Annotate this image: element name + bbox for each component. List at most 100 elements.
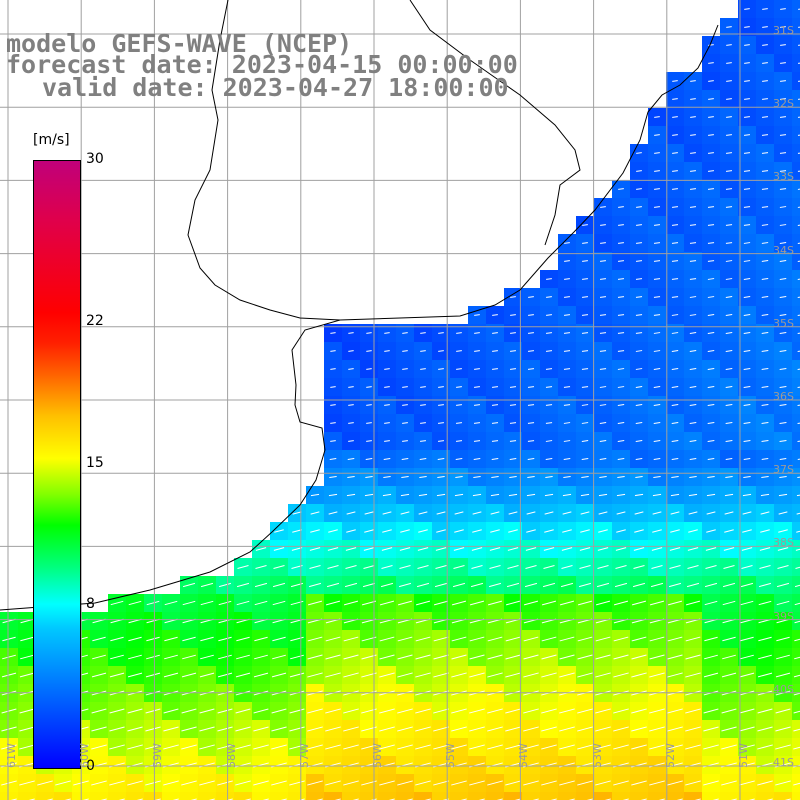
wind-arrow	[563, 332, 571, 334]
wind-arrow	[797, 404, 800, 406]
wind-arrow	[685, 726, 701, 732]
wind-arrow	[636, 206, 642, 208]
wind-arrow	[271, 780, 287, 786]
wind-arrow	[487, 744, 503, 750]
wind-arrow	[289, 744, 305, 750]
wind-arrow	[325, 600, 341, 606]
wind-arrow	[743, 188, 751, 190]
wind-arrow	[543, 565, 555, 569]
field-cell	[792, 720, 800, 739]
wind-arrow	[343, 708, 359, 714]
field-cell	[792, 90, 800, 109]
wind-arrow	[795, 566, 800, 569]
wind-arrow	[541, 636, 557, 642]
wind-arrow	[402, 404, 408, 406]
wind-arrow	[777, 547, 789, 551]
wind-arrow	[758, 582, 772, 588]
wind-arrow	[726, 116, 732, 118]
wind-arrow	[419, 475, 427, 479]
wind-arrow	[163, 708, 179, 714]
wind-arrow	[617, 458, 625, 460]
wind-arrow	[545, 422, 553, 424]
wind-arrow	[689, 296, 697, 298]
wind-arrow	[438, 350, 444, 352]
wind-arrow	[471, 565, 483, 569]
wind-arrow	[492, 368, 498, 370]
wind-arrow	[346, 493, 356, 497]
wind-arrow	[470, 582, 484, 588]
wind-arrow	[307, 744, 323, 750]
wind-arrow	[492, 314, 498, 316]
wind-arrow	[399, 565, 411, 569]
wind-arrow	[581, 296, 589, 298]
wind-arrow	[757, 744, 773, 750]
wind-arrow	[343, 726, 359, 732]
wind-arrow	[523, 726, 539, 732]
wind-arrow	[559, 636, 575, 642]
field-cell	[774, 792, 793, 800]
colorbar	[33, 160, 81, 769]
wind-arrow	[670, 529, 680, 533]
wind-arrow	[744, 98, 750, 100]
wind-arrow	[344, 582, 358, 588]
wind-arrow	[599, 296, 607, 298]
field-cell	[396, 792, 415, 800]
wind-arrow	[507, 547, 519, 551]
wind-arrow	[181, 726, 197, 732]
wind-arrow	[289, 708, 305, 714]
field-cell	[450, 792, 469, 800]
wind-arrow	[563, 440, 571, 442]
wind-arrow	[254, 654, 268, 660]
wind-arrow	[743, 368, 751, 370]
wind-arrow	[708, 152, 714, 154]
wind-arrow	[438, 422, 444, 424]
wind-arrow	[199, 744, 215, 750]
field-cell	[792, 522, 800, 541]
wind-arrow	[454, 493, 464, 497]
wind-arrow	[779, 134, 787, 136]
wind-arrow	[217, 672, 233, 678]
wind-arrow	[635, 422, 643, 424]
wind-arrow	[487, 672, 503, 678]
wind-arrow	[290, 654, 304, 660]
colorbar-tick-label: 8	[86, 596, 95, 613]
wind-arrow	[743, 440, 751, 442]
wind-arrow	[253, 672, 269, 678]
wind-arrow	[650, 582, 664, 588]
wind-arrow	[741, 565, 753, 569]
field-cell	[612, 792, 631, 800]
wind-arrow	[2, 636, 16, 642]
wind-arrow	[725, 260, 733, 262]
wind-arrow	[399, 547, 411, 551]
wind-arrow	[635, 458, 643, 460]
field-cell	[18, 792, 37, 800]
wind-arrow	[453, 547, 465, 551]
wind-arrow	[667, 636, 683, 642]
wind-arrow	[690, 98, 696, 100]
wind-arrow	[345, 565, 357, 569]
wind-arrow	[182, 582, 196, 588]
wind-arrow	[776, 582, 790, 588]
wind-arrow	[181, 780, 197, 786]
wind-arrow	[526, 511, 536, 515]
wind-arrow	[707, 368, 715, 370]
wind-arrow	[415, 708, 431, 714]
wind-arrow	[364, 511, 374, 515]
wind-arrow	[721, 780, 737, 786]
wind-arrow	[687, 565, 699, 569]
wind-arrow	[761, 440, 769, 442]
wind-arrow	[402, 440, 408, 442]
wind-arrow	[523, 672, 539, 678]
wind-arrow	[273, 547, 285, 551]
wind-arrow	[724, 529, 734, 533]
wind-arrow	[798, 8, 800, 10]
legend-unit: [m/s]	[33, 132, 70, 148]
wind-arrow	[330, 368, 336, 370]
wind-arrow	[707, 224, 715, 226]
wind-arrow	[433, 600, 449, 606]
wind-arrow	[330, 332, 336, 334]
wind-arrow	[631, 672, 647, 678]
wind-arrow	[343, 780, 359, 786]
wind-arrow	[474, 314, 480, 316]
field-cell	[792, 360, 800, 379]
